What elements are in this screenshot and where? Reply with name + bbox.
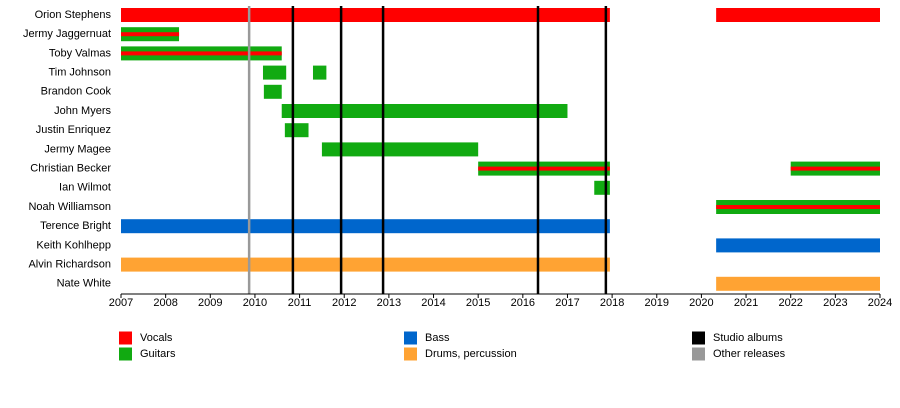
x-tick-label: 2018 [600, 297, 624, 309]
role-bar [716, 205, 880, 209]
role-bar [716, 8, 880, 22]
role-bar [478, 166, 610, 171]
legend-swatch [692, 331, 705, 345]
role-bar [121, 219, 610, 234]
x-tick-label: 2010 [243, 297, 267, 309]
member-name: Alvin Richardson [28, 259, 111, 271]
x-tick-label: 2023 [823, 297, 847, 309]
role-bar [121, 32, 180, 37]
role-bar [790, 166, 880, 171]
legend-swatch [404, 331, 417, 345]
role-bar [716, 276, 880, 291]
legend-label: Vocals [140, 332, 173, 344]
legend-label: Other releases [713, 348, 786, 360]
x-tick-label: 2013 [377, 297, 401, 309]
member-name: Christian Becker [30, 163, 111, 175]
member-name: Nate White [57, 278, 111, 290]
role-bar [262, 65, 287, 80]
x-tick-label: 2020 [689, 297, 713, 309]
x-tick-label: 2008 [153, 297, 177, 309]
role-bar [281, 104, 568, 118]
role-bar [121, 8, 610, 22]
member-name: Ian Wilmot [59, 182, 111, 194]
role-bar [121, 51, 282, 56]
x-tick-label: 2022 [778, 297, 802, 309]
member-name: Keith Kohlhepp [36, 239, 111, 251]
x-tick-label: 2024 [868, 297, 892, 309]
legend-label: Drums, percussion [425, 348, 517, 360]
member-name: Justin Enriquez [36, 124, 111, 136]
member-name: Toby Valmas [49, 47, 112, 59]
legend-label: Guitars [140, 348, 176, 360]
legend-label: Studio albums [713, 332, 783, 344]
legend-swatch [119, 331, 132, 345]
x-tick-label: 2021 [734, 297, 758, 309]
x-tick-label: 2017 [555, 297, 579, 309]
x-tick-label: 2009 [198, 297, 222, 309]
member-name: Brandon Cook [41, 86, 112, 98]
x-tick-label: 2011 [288, 297, 312, 309]
member-name: Tim Johnson [48, 67, 111, 79]
role-bar [716, 238, 880, 253]
legend-swatch [692, 347, 705, 361]
legend-swatch [119, 347, 132, 361]
member-name: John Myers [54, 105, 111, 117]
role-bar [263, 84, 282, 99]
role-bar [121, 257, 610, 272]
member-name: Jermy Jaggernuat [23, 28, 111, 40]
member-name: Jermy Magee [44, 143, 111, 155]
x-tick-label: 2012 [332, 297, 356, 309]
role-bar [321, 142, 479, 157]
legend-label: Bass [425, 332, 450, 344]
role-bar [284, 123, 309, 138]
member-name: Terence Bright [40, 220, 111, 232]
legend-swatch [404, 347, 417, 361]
role-bar [594, 180, 610, 195]
member-name: Noah Williamson [28, 201, 111, 213]
x-tick-label: 2019 [645, 297, 669, 309]
x-tick-label: 2015 [466, 297, 490, 309]
x-tick-label: 2014 [421, 297, 445, 309]
x-tick-label: 2016 [511, 297, 535, 309]
role-bar [312, 65, 327, 80]
member-name: Orion Stephens [35, 9, 112, 21]
x-tick-label: 2007 [109, 297, 133, 309]
